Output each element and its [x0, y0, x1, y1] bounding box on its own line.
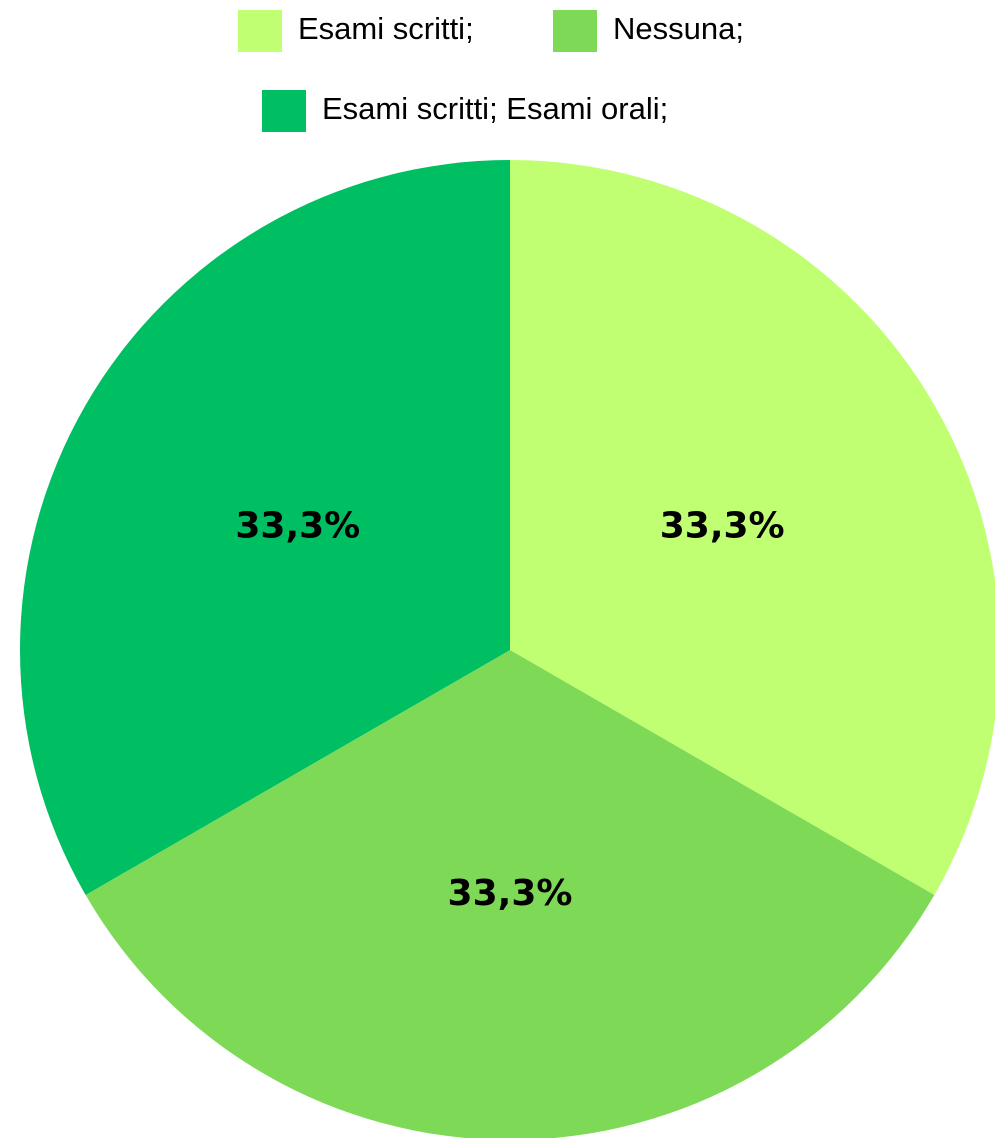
slice-label: 33,3%	[448, 873, 573, 914]
legend-label: Esami scritti; Esami orali;	[322, 91, 668, 126]
legend-swatch	[553, 10, 597, 52]
pie-slice	[19, 160, 510, 895]
pie-slice	[85, 650, 935, 1138]
legend-swatch	[238, 10, 282, 52]
legend-label: Esami scritti;	[298, 11, 474, 46]
legend-label: Nessuna;	[613, 11, 744, 46]
legend-swatch	[262, 90, 306, 132]
slice-label: 33,3%	[235, 506, 360, 547]
pie-slice	[510, 160, 995, 895]
slice-label: 33,3%	[660, 506, 785, 547]
